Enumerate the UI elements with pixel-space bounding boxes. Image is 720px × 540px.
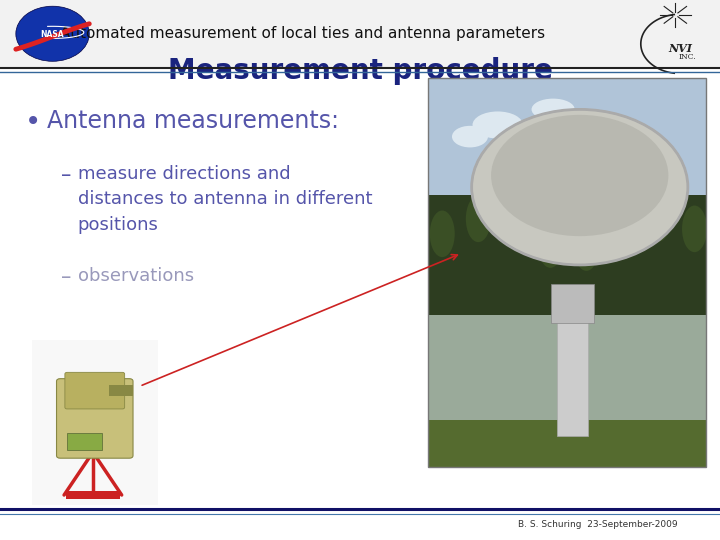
Text: Antenna measurements:: Antenna measurements: — [47, 110, 339, 133]
Bar — [67, 433, 102, 450]
Text: NASA: NASA — [41, 30, 64, 39]
Bar — [428, 78, 706, 331]
Bar — [66, 491, 120, 500]
FancyBboxPatch shape — [56, 379, 133, 458]
Bar — [428, 195, 706, 331]
Ellipse shape — [531, 99, 575, 120]
Text: –: – — [61, 267, 71, 287]
Text: measure directions and
distances to antenna in different
positions: measure directions and distances to ante… — [78, 165, 372, 234]
Ellipse shape — [502, 202, 527, 249]
Bar — [551, 285, 594, 323]
Bar — [32, 340, 158, 505]
Ellipse shape — [610, 207, 635, 254]
Ellipse shape — [574, 224, 599, 271]
Ellipse shape — [472, 111, 523, 138]
Text: Measurement procedure: Measurement procedure — [168, 57, 552, 85]
Text: B. S. Schuring  23-September-2009: B. S. Schuring 23-September-2009 — [518, 521, 678, 529]
Ellipse shape — [430, 211, 455, 257]
Ellipse shape — [466, 195, 491, 242]
Text: observations: observations — [78, 267, 194, 285]
Text: Automated measurement of local ties and antenna parameters: Automated measurement of local ties and … — [60, 26, 545, 41]
Circle shape — [16, 6, 89, 62]
Text: NVI: NVI — [668, 43, 693, 54]
Ellipse shape — [538, 221, 563, 268]
Text: •: • — [25, 107, 42, 136]
Text: INC.: INC. — [679, 53, 696, 62]
Ellipse shape — [472, 110, 688, 265]
Bar — [428, 315, 706, 432]
Bar — [428, 421, 706, 467]
Bar — [557, 288, 588, 436]
Ellipse shape — [646, 195, 671, 241]
Ellipse shape — [452, 126, 488, 147]
Bar — [109, 385, 133, 396]
Ellipse shape — [682, 206, 707, 252]
FancyBboxPatch shape — [65, 373, 125, 409]
Text: –: – — [61, 165, 71, 185]
Bar — [428, 78, 706, 467]
Bar — [0, 0, 720, 68]
Ellipse shape — [491, 115, 668, 236]
